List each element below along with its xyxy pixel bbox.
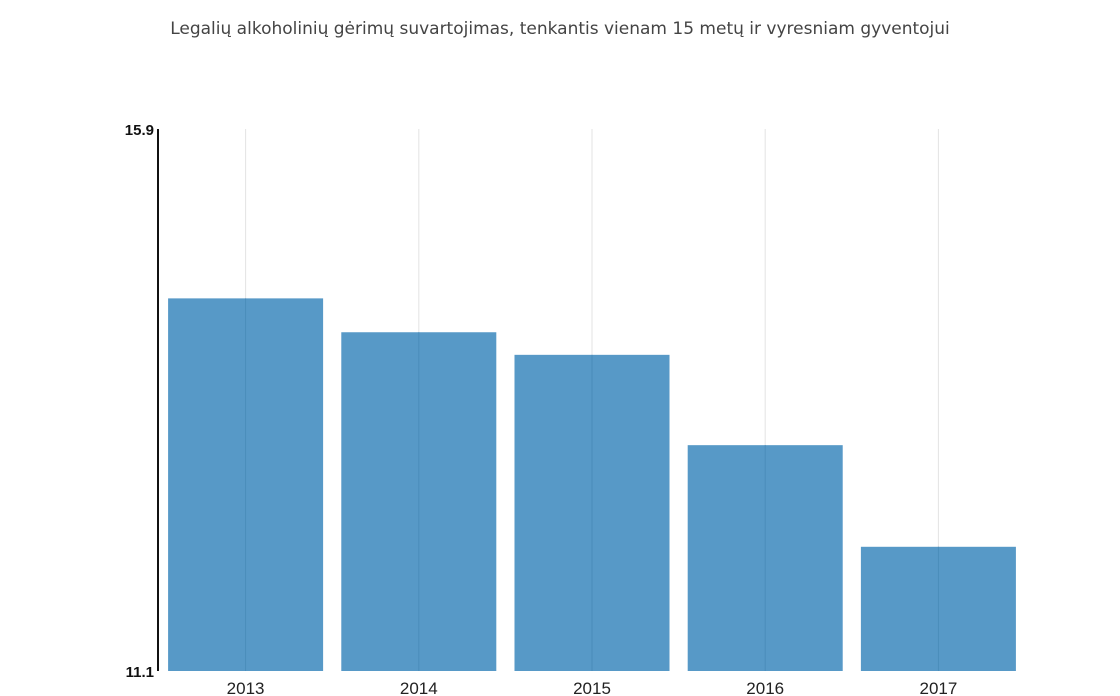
y-tick-label-min: 11.1 (126, 664, 154, 681)
y-tick-labels: 15.9 11.1 (125, 122, 154, 681)
chart-title: Legalių alkoholinių gėrimų suvartojimas,… (170, 19, 950, 39)
x-tick-label-2013: 2013 (227, 679, 265, 696)
x-tick-label-2016: 2016 (746, 679, 784, 696)
x-tick-label-2014: 2014 (400, 679, 438, 696)
x-tick-label-2015: 2015 (573, 679, 611, 696)
y-tick-label-max: 15.9 (125, 122, 154, 139)
bar-center-lines (245, 298, 939, 671)
x-tick-label-2017: 2017 (919, 679, 957, 696)
x-tick-labels: 2013 2014 2015 2016 2017 (227, 679, 958, 696)
